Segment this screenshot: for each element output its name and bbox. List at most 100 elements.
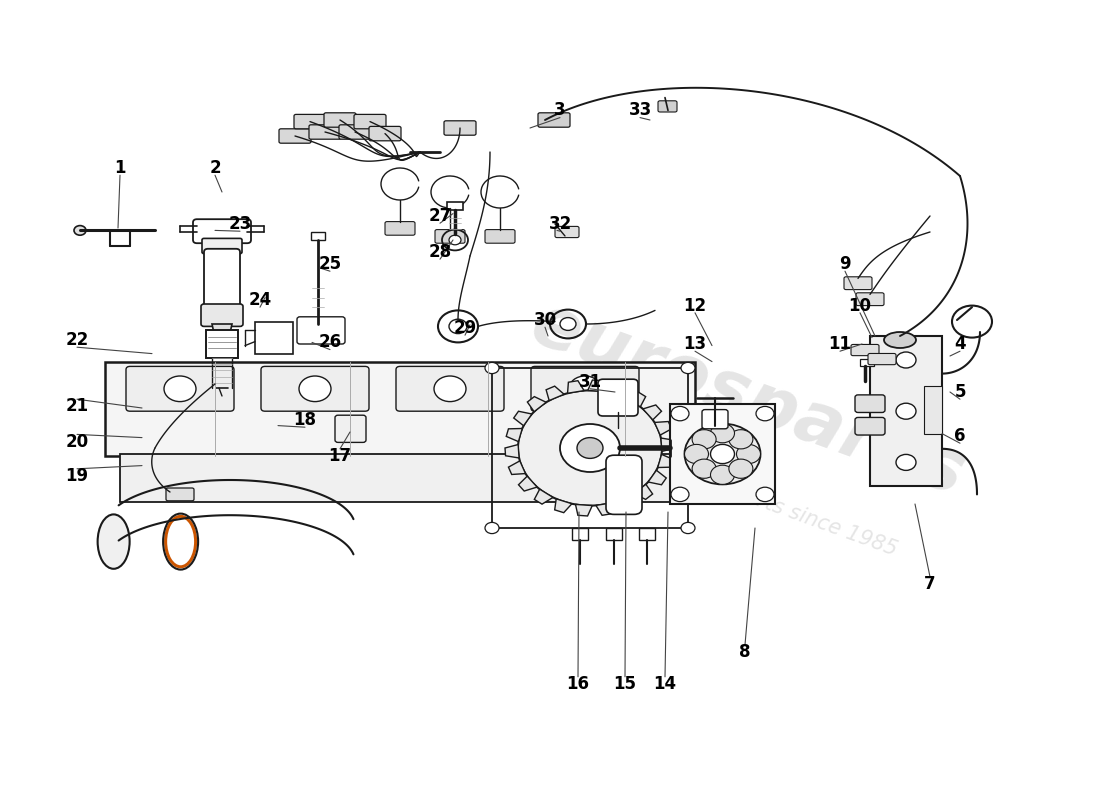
Text: 24: 24: [249, 291, 272, 309]
Text: 3: 3: [554, 102, 565, 119]
Text: 17: 17: [329, 447, 352, 465]
FancyBboxPatch shape: [860, 359, 875, 366]
Polygon shape: [608, 383, 625, 397]
Ellipse shape: [98, 514, 130, 569]
Polygon shape: [535, 489, 553, 504]
Text: 8: 8: [739, 643, 750, 661]
Polygon shape: [575, 505, 592, 516]
Polygon shape: [616, 495, 634, 510]
Polygon shape: [642, 405, 661, 420]
Text: 26: 26: [318, 334, 342, 351]
FancyBboxPatch shape: [658, 101, 676, 112]
Circle shape: [518, 390, 662, 506]
FancyBboxPatch shape: [201, 304, 243, 326]
Circle shape: [485, 362, 499, 374]
Text: 9: 9: [839, 255, 850, 273]
Circle shape: [729, 459, 752, 478]
Text: 5: 5: [955, 383, 966, 401]
Circle shape: [299, 376, 331, 402]
Polygon shape: [587, 380, 605, 391]
Circle shape: [681, 522, 695, 534]
Text: 10: 10: [848, 297, 871, 314]
Circle shape: [671, 406, 689, 421]
FancyBboxPatch shape: [447, 202, 463, 210]
Circle shape: [560, 318, 576, 330]
FancyBboxPatch shape: [339, 125, 371, 139]
Polygon shape: [661, 438, 675, 451]
Circle shape: [434, 376, 466, 402]
Text: 22: 22: [65, 331, 89, 349]
Circle shape: [896, 352, 916, 368]
FancyBboxPatch shape: [485, 230, 515, 243]
Polygon shape: [634, 484, 652, 499]
Circle shape: [164, 376, 196, 402]
Text: 21: 21: [65, 398, 89, 415]
Circle shape: [756, 487, 774, 502]
FancyBboxPatch shape: [385, 222, 415, 235]
Polygon shape: [658, 454, 674, 467]
FancyBboxPatch shape: [639, 528, 654, 540]
Circle shape: [684, 424, 760, 484]
FancyBboxPatch shape: [870, 336, 942, 486]
FancyBboxPatch shape: [434, 230, 465, 243]
Text: 19: 19: [65, 467, 89, 485]
FancyBboxPatch shape: [309, 125, 341, 139]
Circle shape: [729, 430, 752, 449]
FancyBboxPatch shape: [311, 232, 324, 240]
FancyBboxPatch shape: [104, 362, 695, 456]
FancyBboxPatch shape: [924, 386, 942, 434]
FancyBboxPatch shape: [444, 121, 476, 135]
Circle shape: [737, 444, 760, 464]
FancyBboxPatch shape: [531, 366, 639, 411]
FancyBboxPatch shape: [324, 113, 356, 127]
FancyBboxPatch shape: [368, 126, 402, 141]
Circle shape: [952, 306, 992, 338]
FancyBboxPatch shape: [855, 418, 886, 435]
Polygon shape: [212, 324, 232, 342]
Text: a passion for parts since 1985: a passion for parts since 1985: [596, 433, 900, 559]
Circle shape: [711, 423, 735, 443]
Text: 15: 15: [614, 675, 637, 693]
Circle shape: [711, 465, 735, 485]
FancyBboxPatch shape: [538, 113, 570, 127]
Circle shape: [578, 438, 603, 458]
FancyBboxPatch shape: [297, 317, 345, 344]
Polygon shape: [596, 502, 613, 515]
Circle shape: [896, 454, 916, 470]
Circle shape: [681, 362, 695, 374]
Text: 2: 2: [209, 159, 221, 177]
FancyBboxPatch shape: [855, 395, 886, 413]
Text: 28: 28: [428, 243, 452, 261]
Text: 30: 30: [534, 311, 557, 329]
FancyBboxPatch shape: [336, 415, 366, 442]
Text: 13: 13: [683, 335, 706, 353]
FancyBboxPatch shape: [126, 366, 234, 411]
Polygon shape: [518, 476, 537, 491]
Text: 7: 7: [924, 575, 936, 593]
Text: 23: 23: [229, 215, 252, 233]
Text: 29: 29: [453, 319, 476, 337]
Text: 33: 33: [628, 102, 651, 119]
Polygon shape: [648, 470, 667, 485]
Text: 4: 4: [954, 335, 966, 353]
Circle shape: [569, 376, 601, 402]
Ellipse shape: [884, 332, 916, 348]
Circle shape: [756, 406, 774, 421]
Circle shape: [449, 235, 461, 245]
Polygon shape: [514, 411, 532, 426]
FancyBboxPatch shape: [556, 226, 579, 238]
FancyBboxPatch shape: [204, 249, 240, 311]
FancyBboxPatch shape: [206, 330, 238, 358]
Text: 12: 12: [683, 297, 706, 314]
Polygon shape: [508, 461, 526, 474]
FancyBboxPatch shape: [868, 354, 896, 365]
Circle shape: [671, 487, 689, 502]
FancyBboxPatch shape: [606, 455, 642, 514]
FancyBboxPatch shape: [844, 277, 872, 290]
Polygon shape: [505, 445, 519, 458]
FancyBboxPatch shape: [279, 129, 311, 143]
Polygon shape: [568, 381, 584, 394]
FancyBboxPatch shape: [261, 366, 368, 411]
Circle shape: [711, 444, 735, 464]
Polygon shape: [654, 422, 672, 435]
